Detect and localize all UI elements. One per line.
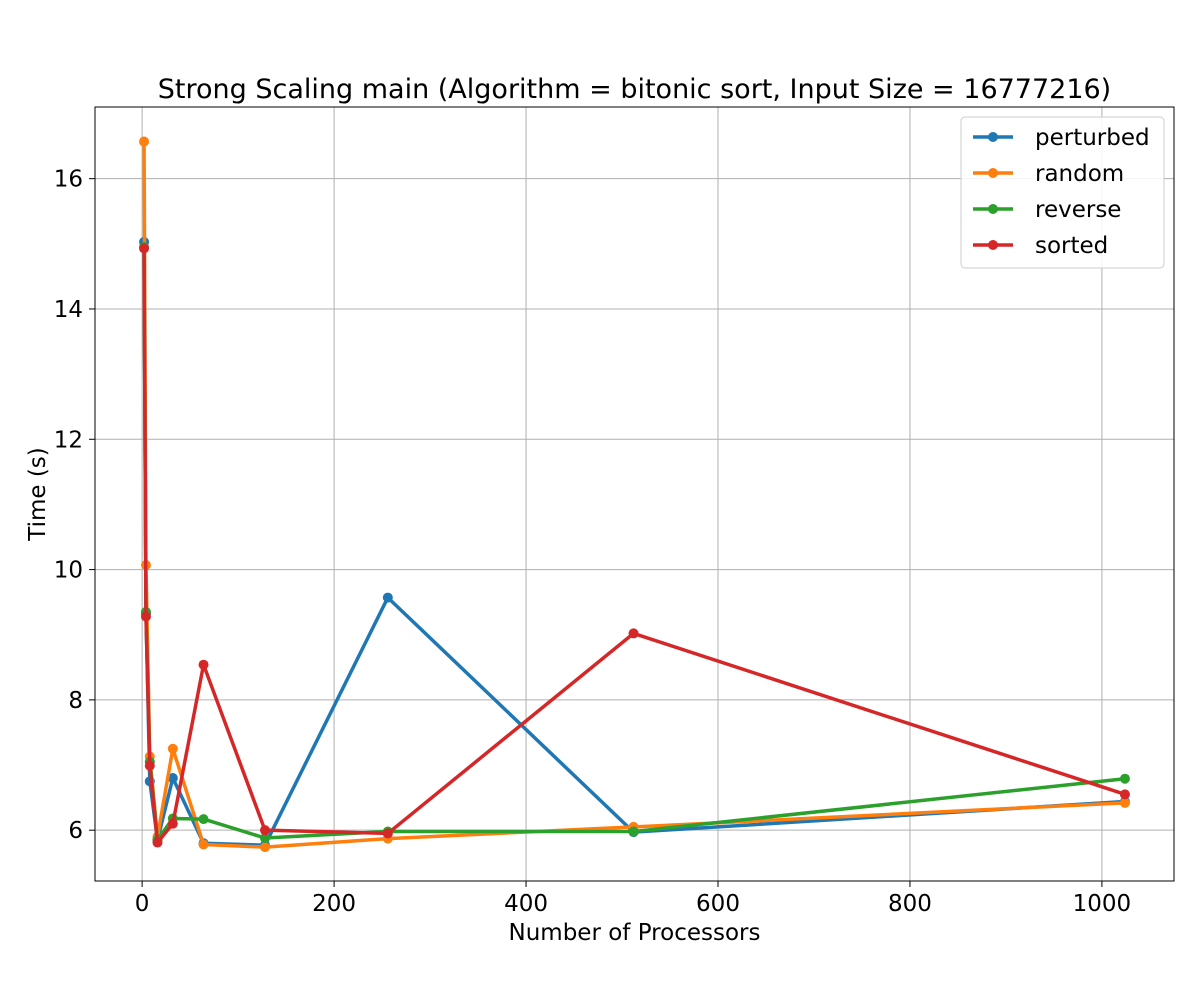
data-point [139,243,150,254]
legend-label: perturbed [1035,125,1150,151]
x-tick-label: 200 [312,891,356,917]
series-layer [139,136,1130,853]
y-tick-label: 8 [68,688,83,714]
data-point [152,837,163,848]
legend-marker [988,132,998,142]
y-axis-label: Time (s) [25,447,51,542]
data-point [382,828,393,839]
data-point [259,825,270,836]
chart-title: Strong Scaling main (Algorithm = bitonic… [158,74,1111,105]
x-axis-label: Number of Processors [509,920,761,946]
legend-label: sorted [1035,233,1108,259]
grid [95,107,1174,881]
y-tick-label: 16 [54,167,83,193]
data-point [144,760,155,771]
legend: perturbed random reverse sorted [960,116,1165,269]
legend-item: sorted [973,233,1108,259]
x-axis: 0 200 400 600 800 1000 [135,881,1131,917]
legend-label: random [1035,161,1124,187]
legend-box [960,116,1165,269]
data-point [167,743,178,754]
legend-marker [988,204,998,214]
data-point [382,592,393,603]
data-point [628,826,639,837]
data-point [198,659,209,670]
legend-label: reverse [1035,197,1121,223]
y-tick-label: 12 [54,427,83,453]
legend-item: perturbed [973,125,1150,151]
data-point [628,628,639,639]
data-point [198,839,209,850]
data-point [1119,789,1130,800]
data-point [198,814,209,825]
y-tick-label: 14 [54,297,83,323]
legend-marker [988,240,998,250]
x-tick-label: 1000 [1073,891,1132,917]
series-line [142,246,1127,845]
data-point [1119,773,1130,784]
x-tick-label: 400 [504,891,548,917]
data-point [139,136,150,147]
data-point [167,818,178,829]
y-tick-label: 10 [54,558,83,584]
x-tick-label: 600 [696,891,740,917]
data-point [140,611,151,622]
legend-marker [988,168,998,178]
legend-item: random [973,161,1124,187]
x-tick-label: 800 [888,891,932,917]
legend-item: reverse [973,197,1121,223]
data-point [1119,797,1130,808]
plot-frame [94,106,1175,882]
data-point [259,842,270,853]
y-axis: 6 8 10 12 14 16 [54,167,95,844]
series-sorted [139,243,1130,848]
x-tick-label: 0 [135,891,150,917]
y-tick-label: 6 [68,818,83,844]
data-point [167,773,178,784]
data-point [259,833,270,843]
